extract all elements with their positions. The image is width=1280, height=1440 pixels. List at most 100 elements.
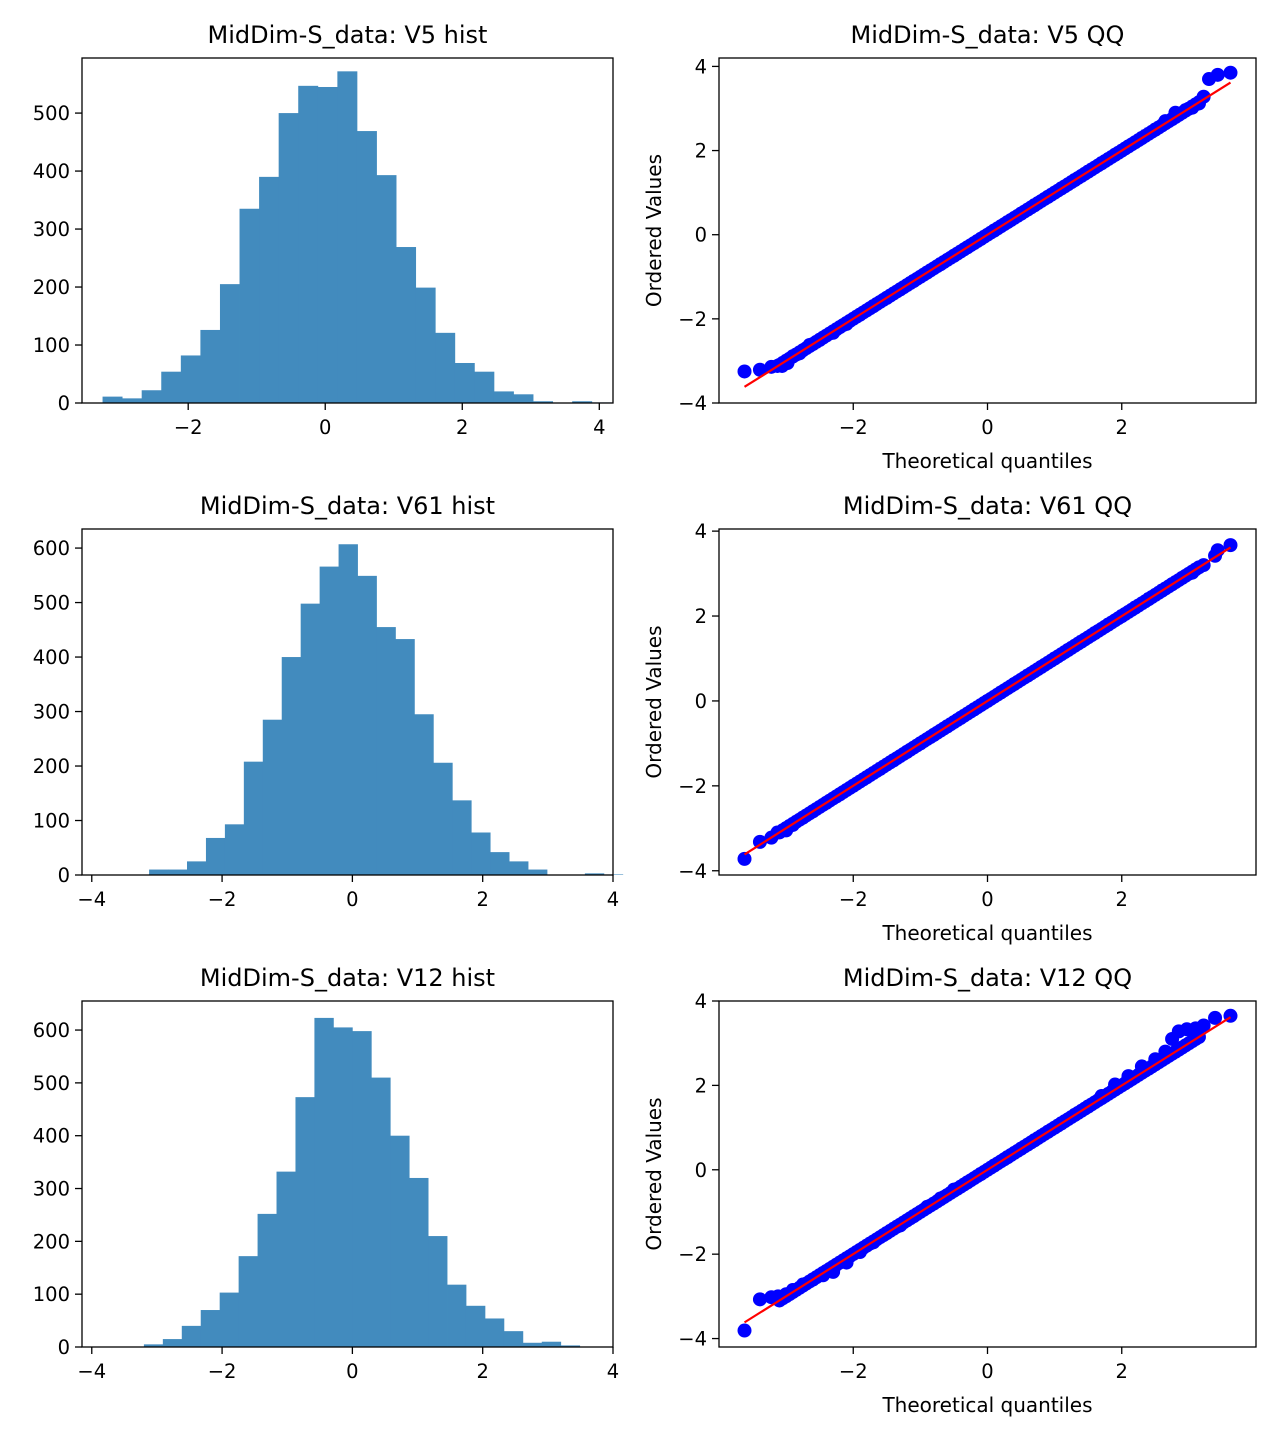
y-tick-label: 100 [33, 1283, 70, 1306]
histogram-bar [181, 1325, 202, 1347]
v5-hist-chart: MidDim-S_data: V5 hist −2 0 2 4 0 100 200 300 400… [33, 21, 614, 439]
x-tick-label: −2 [839, 416, 868, 439]
histogram-bar [490, 852, 510, 875]
x-tick-label: 4 [607, 888, 619, 911]
x-tick-label: 0 [981, 1360, 993, 1383]
histogram-bar [357, 575, 377, 875]
histogram-bar [238, 1256, 258, 1347]
v61-qq-chart: MidDim-S_data: V61 QQ −2 0 2 −4 −2 0 2 4 Theoreti… [642, 492, 1257, 945]
histogram-bar [219, 284, 240, 403]
x-tick-label: 0 [319, 416, 331, 439]
qq-point [752, 1292, 767, 1307]
x-tick-label: −2 [208, 1360, 237, 1383]
histogram-bar [219, 1292, 240, 1347]
x-axis-label: Theoretical quantiles [881, 449, 1092, 473]
histogram-bar [414, 714, 434, 875]
histogram-bar [376, 627, 396, 875]
histogram-bar [168, 869, 188, 875]
y-tick-label: −4 [678, 392, 707, 415]
histogram-bar [447, 1284, 467, 1347]
y-tick-label: 400 [33, 646, 70, 669]
y-tick-label: 2 [695, 605, 707, 628]
histogram-bar [522, 1342, 543, 1347]
y-tick-label: 600 [33, 1019, 70, 1042]
histogram-bar [314, 1017, 334, 1347]
histogram-bar [371, 1077, 391, 1347]
y-tick-label: 0 [695, 690, 707, 713]
y-tick-label: 2 [695, 1074, 707, 1097]
y-tick-label: 4 [695, 520, 707, 543]
chart-title: MidDim-S_data: V61 hist [200, 492, 495, 520]
qq-point [1208, 1010, 1223, 1025]
y-tick-label: 600 [33, 537, 70, 560]
x-tick-label: −2 [174, 416, 203, 439]
histogram-bar [200, 1310, 221, 1347]
x-tick-label: −2 [839, 1360, 868, 1383]
y-tick-label: 2 [695, 140, 707, 163]
histogram-bar [572, 401, 593, 403]
y-tick-label: 0 [695, 1159, 707, 1182]
y-tick-label: 300 [33, 218, 70, 241]
histogram-bar [205, 837, 226, 875]
x-tick-label: 0 [346, 888, 358, 911]
histogram-bar [162, 1339, 183, 1347]
qq-point [737, 851, 752, 866]
x-tick-label: 2 [456, 416, 468, 439]
x-tick-label: −2 [839, 888, 868, 911]
fit-line [743, 1016, 1232, 1324]
histogram-bar [149, 869, 169, 875]
v12-qq-chart: MidDim-S_data: V12 QQ −2 0 2 −4 −2 0 2 4 Theoreti… [642, 964, 1257, 1417]
x-tick-label: 2 [476, 888, 488, 911]
y-tick-label: −2 [678, 775, 707, 798]
histogram-bar [415, 287, 436, 403]
histogram-bar [257, 1213, 277, 1347]
axes-frame [81, 1000, 614, 1348]
histogram-bar [533, 401, 554, 403]
x-tick-label: −4 [77, 888, 106, 911]
v5-qq-chart: MidDim-S_data: V5 QQ −2 0 2 −4 −2 0 2 4 Theoretic… [642, 21, 1257, 473]
histogram-bar [509, 861, 529, 875]
qq-point [737, 1323, 752, 1338]
qq-points [737, 1008, 1238, 1338]
histogram-bar [161, 371, 182, 403]
x-tick-label: −4 [77, 1360, 106, 1383]
histogram-bar [278, 113, 299, 403]
chart-title: MidDim-S_data: V12 hist [200, 964, 495, 992]
histogram-bar [503, 1331, 524, 1347]
x-tick-label: 2 [1116, 416, 1128, 439]
histogram-bar [484, 1318, 505, 1347]
chart-title: MidDim-S_data: V5 QQ [851, 21, 1125, 49]
y-tick-label: 200 [33, 755, 70, 778]
histogram-bar [376, 175, 397, 403]
y-tick-label: 500 [33, 592, 70, 615]
histogram-bar [319, 566, 339, 875]
histogram-bar [390, 1135, 410, 1347]
y-tick-label: 0 [58, 864, 70, 887]
histogram-bar [239, 208, 260, 403]
histogram-bar [281, 657, 302, 875]
fit-line [743, 81, 1232, 388]
histogram-bar [262, 719, 283, 875]
histogram-bar [493, 391, 514, 403]
histogram-bar [471, 832, 491, 875]
x-tick-label: 0 [981, 888, 993, 911]
histogram-bar [141, 390, 162, 403]
histogram-bar [180, 355, 201, 403]
histogram-bar [433, 762, 453, 875]
histogram-bar [317, 86, 338, 403]
y-tick-label: 0 [695, 224, 707, 247]
histogram-bar [541, 1341, 562, 1347]
y-axis-label: Ordered Values [642, 154, 666, 307]
histogram-bar [143, 1344, 164, 1347]
histogram-bar [396, 247, 417, 403]
histogram-bar [528, 869, 548, 875]
y-tick-label: 100 [33, 334, 70, 357]
histogram-bar [513, 394, 534, 403]
y-tick-label: 400 [33, 160, 70, 183]
qq-point [1196, 1018, 1211, 1033]
chart-title: MidDim-S_data: V61 QQ [843, 492, 1132, 520]
fit-line [743, 546, 1232, 856]
y-tick-label: 0 [58, 1336, 70, 1359]
y-tick-label: 400 [33, 1125, 70, 1148]
y-tick-label: 100 [33, 810, 70, 833]
